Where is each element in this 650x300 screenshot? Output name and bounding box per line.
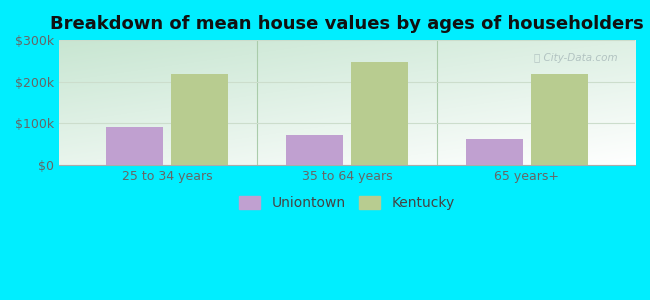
Bar [106, 128, 163, 165]
Bar [286, 135, 343, 165]
Text: ⓘ City-Data.com: ⓘ City-Data.com [534, 52, 618, 63]
Legend: Uniontown, Kentucky: Uniontown, Kentucky [239, 196, 454, 210]
Bar [350, 62, 408, 165]
Bar [530, 74, 588, 165]
Bar [170, 74, 228, 165]
Bar [466, 139, 523, 165]
Title: Breakdown of mean house values by ages of householders: Breakdown of mean house values by ages o… [50, 15, 644, 33]
